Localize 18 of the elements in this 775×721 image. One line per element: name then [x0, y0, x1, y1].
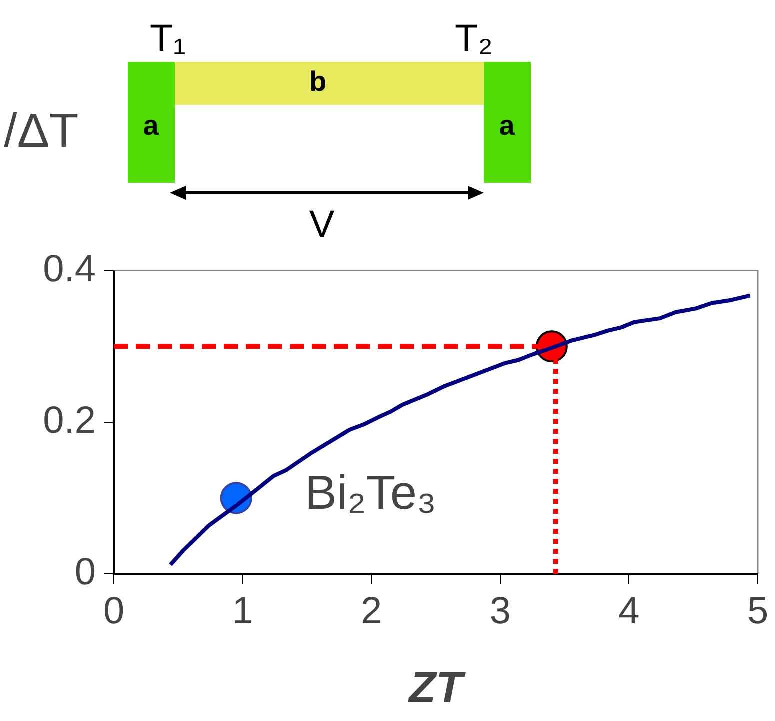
text: V — [309, 204, 335, 246]
text: T₁ — [150, 18, 186, 60]
y-axis-title: /ΔT — [4, 105, 79, 158]
x-tick-label: 2 — [361, 590, 382, 632]
text: b — [309, 66, 327, 97]
y-tick-label: 0.4 — [43, 248, 96, 290]
text: T₂ — [455, 18, 493, 60]
x-tick-label: 0 — [103, 590, 125, 632]
x-tick-label: 5 — [747, 590, 769, 632]
y-tick-label: 0 — [74, 551, 96, 594]
x-axis-title: ZT — [407, 664, 466, 713]
text: a — [499, 110, 515, 141]
x-tick-label: 4 — [618, 590, 640, 632]
y-tick-label: 0.2 — [43, 400, 96, 442]
x-tick-label: 1 — [232, 590, 254, 632]
x-tick-label: 3 — [490, 590, 511, 632]
text: a — [143, 110, 159, 141]
annotation: Bi₂Te₃ — [305, 467, 437, 520]
